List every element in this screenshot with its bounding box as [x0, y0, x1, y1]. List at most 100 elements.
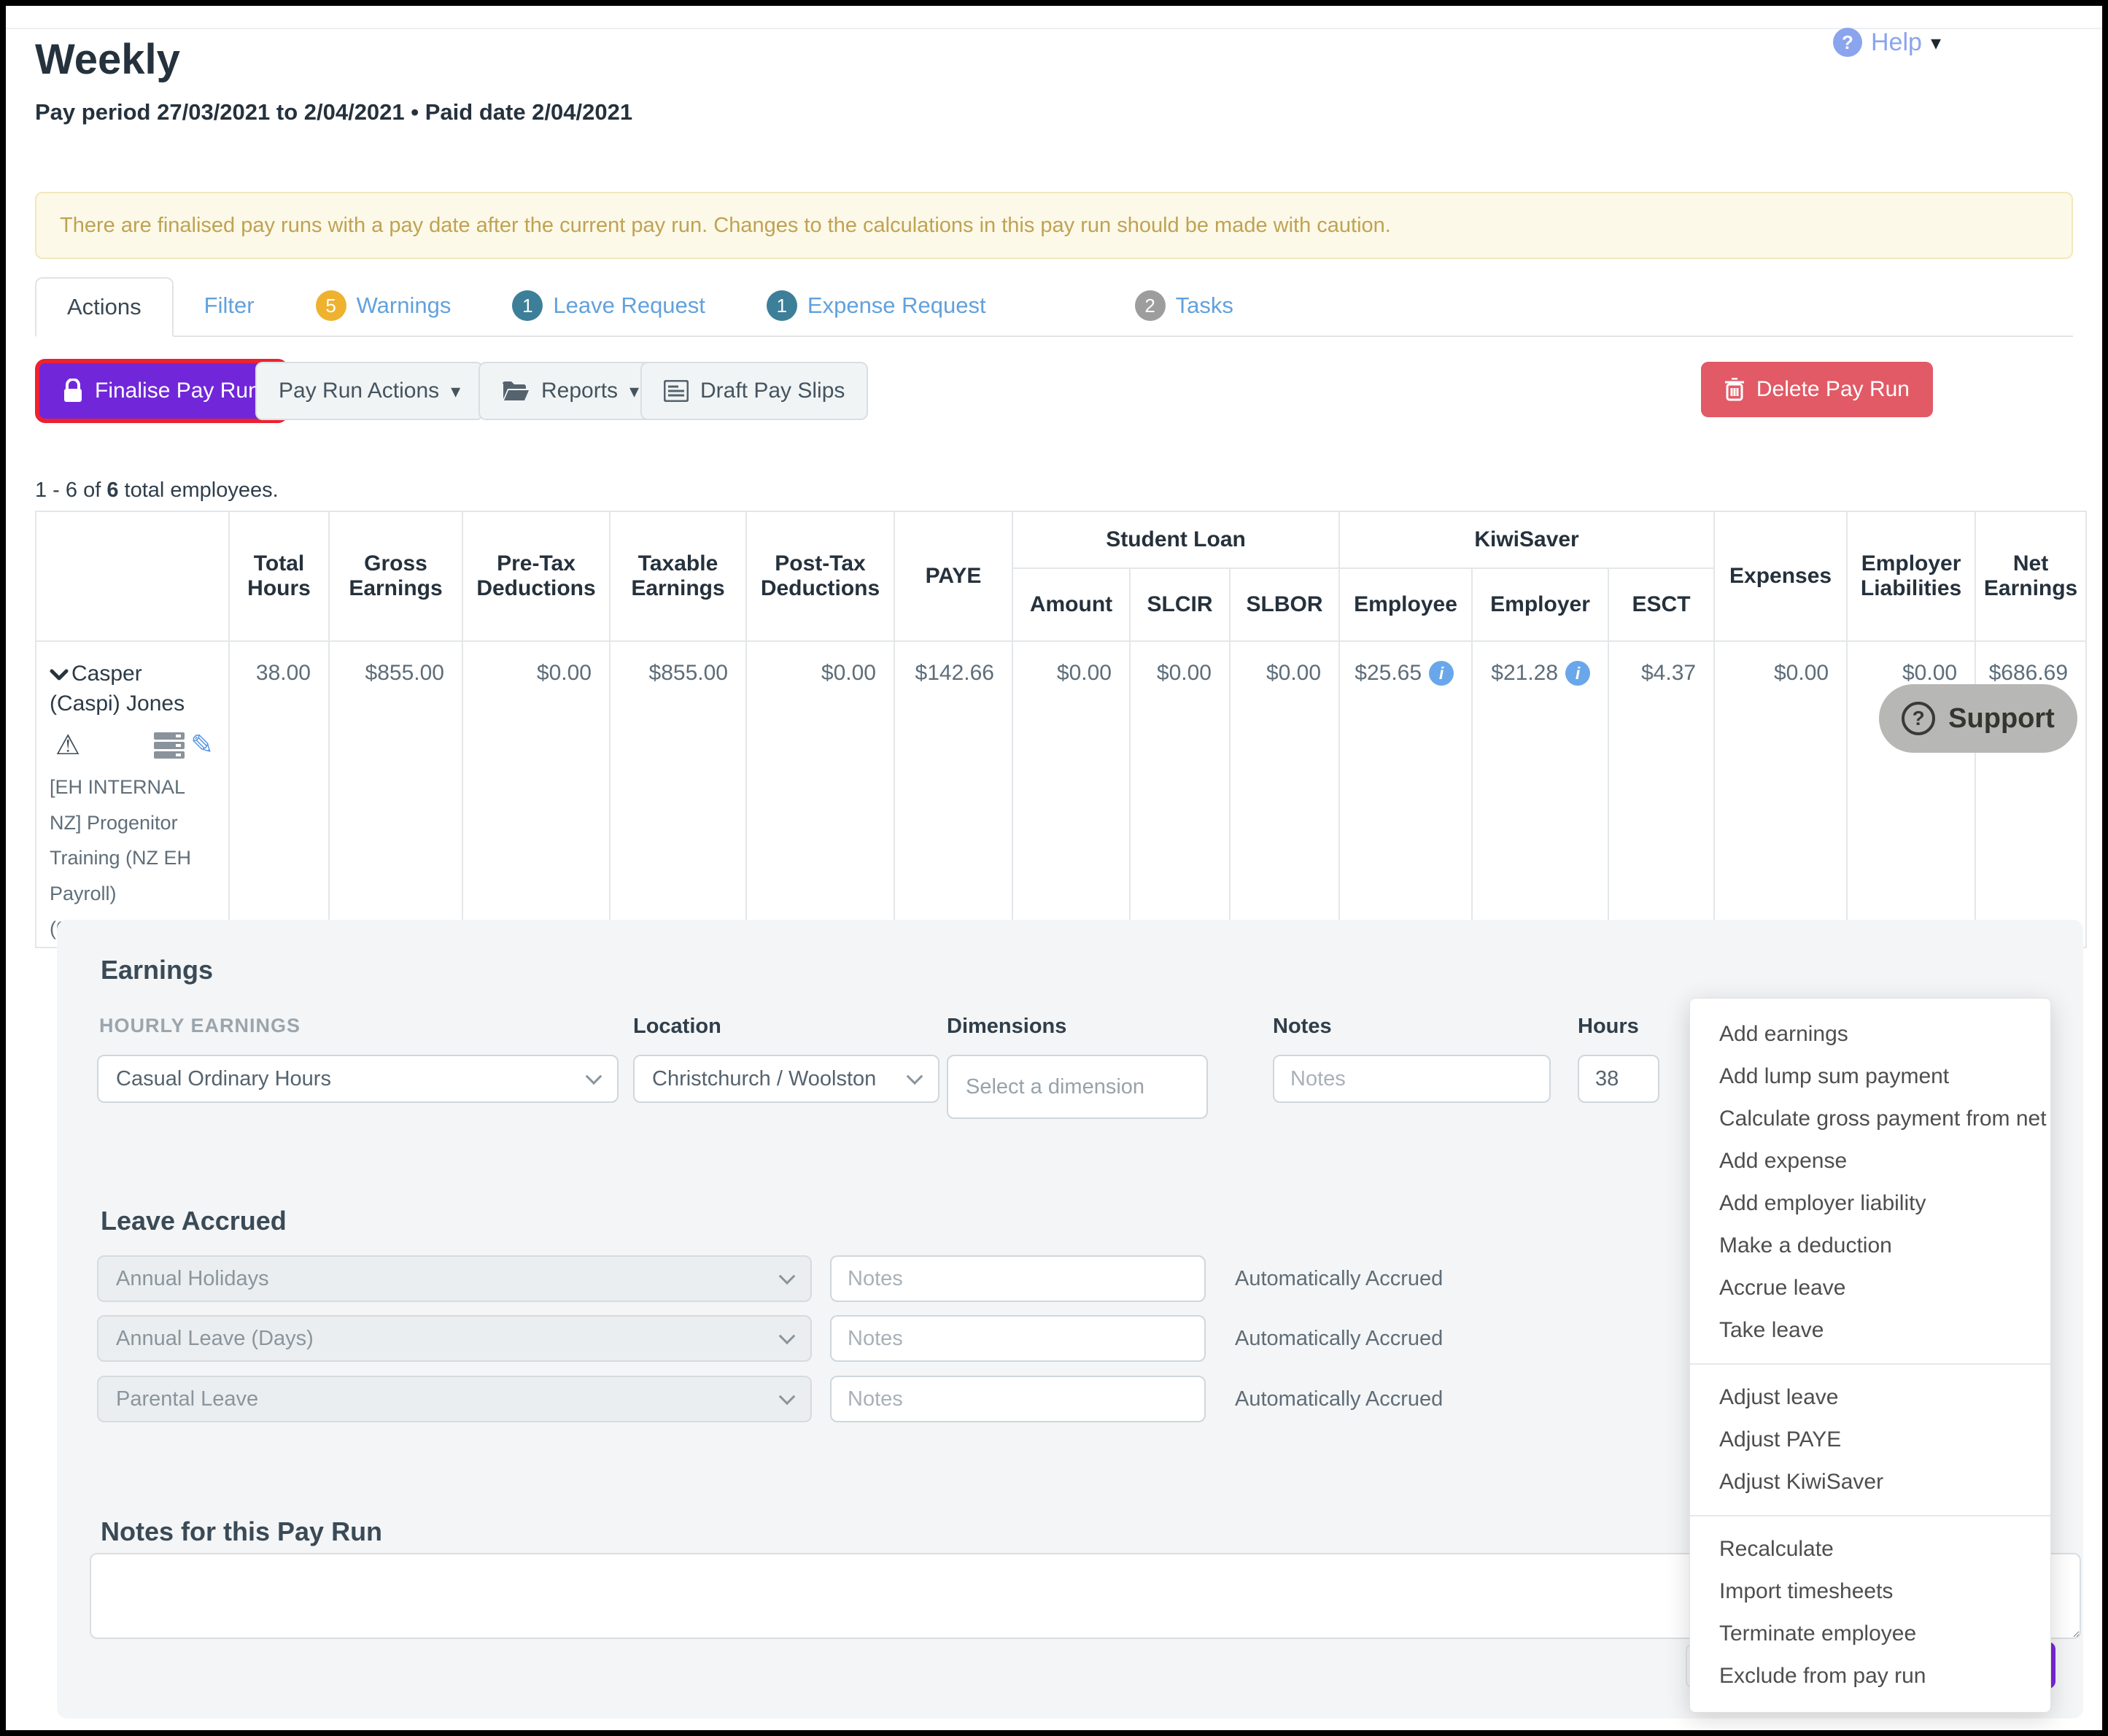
- menu-item-add-employer-liability[interactable]: Add employer liability: [1690, 1182, 2050, 1225]
- menu-item-accrue-leave[interactable]: Accrue leave: [1690, 1267, 2050, 1309]
- tab-label: Actions: [67, 294, 142, 320]
- support-button[interactable]: Support: [1879, 684, 2077, 753]
- menu-item-terminate-employee[interactable]: Terminate employee: [1690, 1613, 2050, 1655]
- leave-notes-input[interactable]: [830, 1315, 1206, 1362]
- dimensions-select[interactable]: Select a dimension: [947, 1055, 1208, 1119]
- menu-item-exclude-from-pay-run[interactable]: Exclude from pay run: [1690, 1655, 2050, 1697]
- menu-item-adjust-kiwisaver[interactable]: Adjust KiwiSaver: [1690, 1461, 2050, 1503]
- pay-run-tabs: Actions Filter 5 Warnings 1 Leave Reques…: [35, 276, 2073, 337]
- col-post-tax-deductions: Post-Tax Deductions: [746, 511, 894, 641]
- chevron-down-icon: [779, 1388, 796, 1405]
- tab-actions[interactable]: Actions: [35, 277, 174, 337]
- edit-icon[interactable]: [190, 732, 214, 759]
- col-gross-earnings: Gross Earnings: [329, 511, 462, 641]
- tab-label: Leave Request: [553, 292, 705, 319]
- pay-run-actions-label: Pay Run Actions: [279, 379, 439, 403]
- warning-banner-text: There are finalised pay runs with a pay …: [60, 214, 1391, 238]
- col-slcir: SLCIR: [1130, 568, 1230, 641]
- leave-notes-input[interactable]: [830, 1255, 1206, 1302]
- cell-taxable-earnings: $855.00: [610, 641, 746, 948]
- cell-total-hours: 38.00: [229, 641, 329, 948]
- tab-label: Tasks: [1176, 292, 1233, 319]
- timesheet-icon[interactable]: [154, 732, 185, 759]
- summary-prefix: 1 - 6 of: [35, 478, 106, 502]
- pay-period-subtitle: Pay period 27/03/2021 to 2/04/2021 • Pai…: [35, 99, 632, 125]
- dimensions-placeholder: Select a dimension: [966, 1075, 1144, 1099]
- menu-item-add-lump-sum-payment[interactable]: Add lump sum payment: [1690, 1055, 2050, 1098]
- leave-notes-input[interactable]: [830, 1376, 1206, 1422]
- hours-label: Hours: [1578, 1015, 1639, 1039]
- menu-item-adjust-leave[interactable]: Adjust leave: [1690, 1376, 2050, 1419]
- employee-cell: Casper (Caspi) Jones [EH INTERNAL NZ] Pr…: [36, 641, 229, 948]
- cell-expenses: $0.00: [1714, 641, 1847, 948]
- menu-item-add-earnings[interactable]: Add earnings: [1690, 1013, 2050, 1055]
- pay-slips-icon: [664, 380, 689, 402]
- hours-input[interactable]: [1578, 1055, 1659, 1103]
- leave-accrued-heading: Leave Accrued: [101, 1206, 287, 1236]
- leave-type-value: Annual Leave (Days): [116, 1327, 314, 1351]
- leave-status: Automatically Accrued: [1235, 1267, 1443, 1291]
- pay-run-actions-button[interactable]: Pay Run Actions: [255, 362, 484, 420]
- leave-request-count-badge: 1: [512, 290, 543, 321]
- delete-pay-run-button[interactable]: Delete Pay Run: [1701, 362, 1933, 417]
- menu-item-make-a-deduction[interactable]: Make a deduction: [1690, 1225, 2050, 1267]
- dimensions-label: Dimensions: [947, 1015, 1066, 1039]
- employee-actions-menu: Add earnings Add lump sum payment Calcul…: [1689, 998, 2051, 1713]
- warning-icon[interactable]: [55, 732, 80, 759]
- pay-category-select[interactable]: Casual Ordinary Hours: [97, 1055, 619, 1103]
- info-icon[interactable]: [1429, 661, 1454, 686]
- leave-type-select-parental-leave[interactable]: Parental Leave: [97, 1376, 812, 1422]
- menu-item-take-leave[interactable]: Take leave: [1690, 1309, 2050, 1352]
- top-divider: [6, 28, 2102, 29]
- col-net-earnings: Net Earnings: [1975, 511, 2086, 641]
- actions-toolbar: Finalise Pay Run Pay Run Actions Reports…: [35, 359, 2073, 426]
- leave-type-value: Parental Leave: [116, 1387, 258, 1411]
- leave-type-select-annual-leave-days[interactable]: Annual Leave (Days): [97, 1315, 812, 1362]
- folder-open-icon: [502, 380, 530, 402]
- finalise-pay-run-button[interactable]: Finalise Pay Run: [35, 359, 288, 423]
- leave-status: Automatically Accrued: [1235, 1327, 1443, 1351]
- finalised-payrun-warning-banner: There are finalised pay runs with a pay …: [35, 192, 2073, 259]
- menu-item-adjust-paye[interactable]: Adjust PAYE: [1690, 1419, 2050, 1461]
- menu-item-add-expense[interactable]: Add expense: [1690, 1140, 2050, 1182]
- location-select[interactable]: Christchurch / Woolston: [633, 1055, 939, 1103]
- chevron-down-icon: [779, 1268, 796, 1284]
- reports-button[interactable]: Reports: [478, 362, 662, 420]
- col-esct: ESCT: [1608, 568, 1714, 641]
- leave-type-select-annual-holidays[interactable]: Annual Holidays: [97, 1255, 812, 1302]
- menu-item-import-timesheets[interactable]: Import timesheets: [1690, 1570, 2050, 1613]
- col-pre-tax-deductions: Pre-Tax Deductions: [462, 511, 610, 641]
- warnings-count-badge: 5: [316, 290, 346, 321]
- menu-item-calculate-gross-from-net[interactable]: Calculate gross payment from net: [1690, 1098, 2050, 1140]
- pay-run-notes-heading: Notes for this Pay Run: [101, 1516, 382, 1547]
- tab-filter[interactable]: Filter: [174, 276, 285, 336]
- table-row: Casper (Caspi) Jones [EH INTERNAL NZ] Pr…: [36, 641, 2086, 948]
- summary-suffix: total employees.: [118, 478, 278, 502]
- info-icon[interactable]: [1565, 661, 1590, 686]
- location-label: Location: [633, 1015, 721, 1039]
- cell-slcir: $0.00: [1130, 641, 1230, 948]
- location-value: Christchurch / Woolston: [652, 1067, 876, 1091]
- draft-pay-slips-button[interactable]: Draft Pay Slips: [640, 362, 868, 420]
- lock-icon: [63, 379, 83, 403]
- group-kiwisaver: KiwiSaver: [1339, 511, 1714, 568]
- tab-tasks[interactable]: 2 Tasks: [1104, 276, 1264, 336]
- chevron-down-icon: [629, 380, 639, 403]
- help-label: Help: [1871, 28, 1922, 57]
- menu-item-recalculate[interactable]: Recalculate: [1690, 1528, 2050, 1570]
- tab-leave-request[interactable]: 1 Leave Request: [481, 276, 736, 336]
- summary-count: 6: [106, 478, 118, 502]
- tab-label: Filter: [204, 292, 255, 319]
- col-slbor: SLBOR: [1230, 568, 1339, 641]
- cell-gross-earnings: $855.00: [329, 641, 462, 948]
- menu-divider: [1690, 1515, 2050, 1516]
- employee-name[interactable]: Casper (Caspi) Jones: [50, 659, 217, 718]
- notes-label: Notes: [1273, 1015, 1332, 1039]
- earnings-notes-input[interactable]: [1273, 1055, 1551, 1103]
- chevron-down-icon: [1931, 31, 1941, 55]
- tab-expense-request[interactable]: 1 Expense Request: [736, 276, 1017, 336]
- help-menu[interactable]: Help: [1833, 28, 1941, 57]
- tab-label: Expense Request: [807, 292, 986, 319]
- tab-label: Warnings: [357, 292, 452, 319]
- tab-warnings[interactable]: 5 Warnings: [285, 276, 482, 336]
